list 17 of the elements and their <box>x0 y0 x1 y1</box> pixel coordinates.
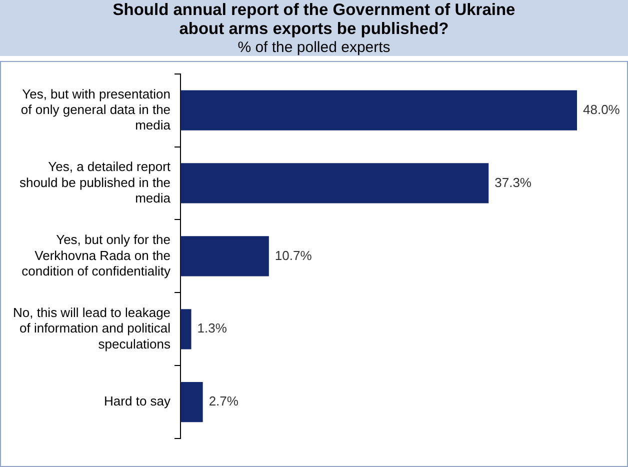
chart-title: Should annual report of the Government of Ukraine about arms exports be published? <box>112 0 516 39</box>
data-label: 37.3% <box>494 174 532 190</box>
data-label: 2.7% <box>208 394 239 409</box>
bar <box>180 163 489 204</box>
bar <box>180 382 203 422</box>
y-tick-label: Yes, a detailed report should be published in the media <box>19 159 172 206</box>
bar <box>180 309 192 350</box>
y-tick-label: Yes, but with presentation of only general data in the media <box>20 86 172 132</box>
y-tick-label: Hard to say <box>104 394 172 409</box>
data-label: 10.7% <box>274 248 312 263</box>
y-tick-label: Yes, but only for the Verkhovna Rada on the condition of confidentiality <box>22 232 172 278</box>
data-label: 1.3% <box>197 320 228 336</box>
chart-subtitle: % of the polled experts <box>236 39 392 57</box>
y-tick-label: No, this will lead to leakage of information and political speculations <box>13 305 172 352</box>
data-label: 48.0% <box>583 102 620 117</box>
bar <box>180 90 577 130</box>
bar <box>180 236 269 276</box>
